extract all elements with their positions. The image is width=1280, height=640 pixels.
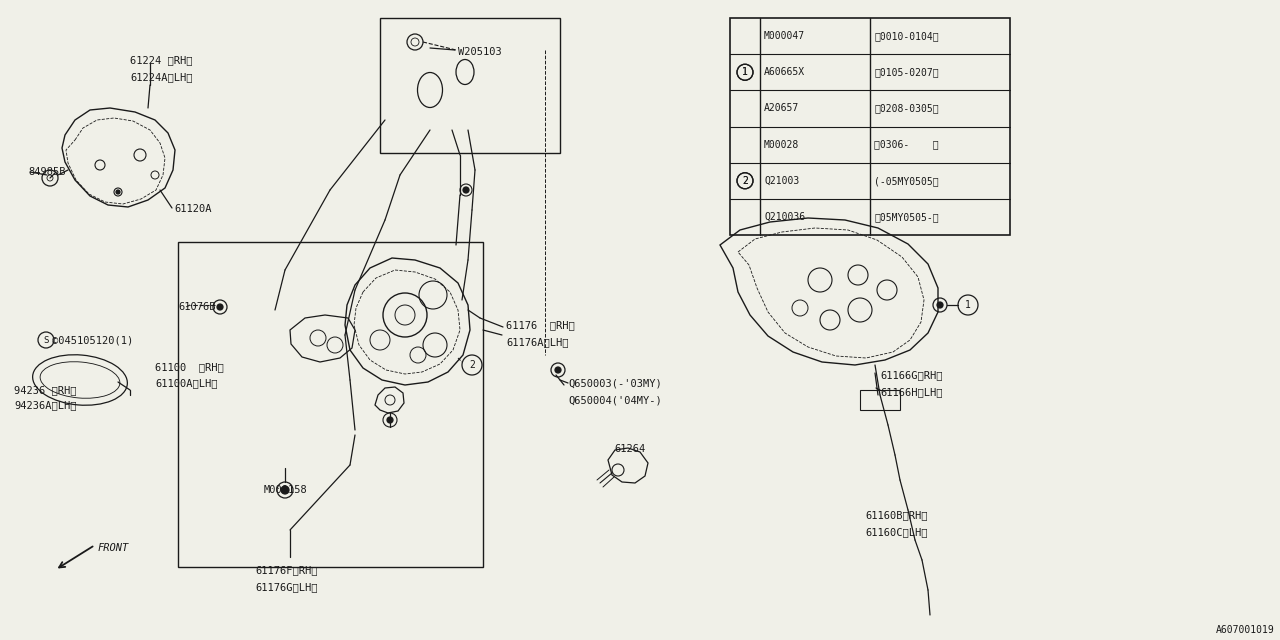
Text: 94236A〈LH〉: 94236A〈LH〉 (14, 400, 77, 410)
Bar (860, 390, 900, 410)
Text: 2: 2 (742, 176, 748, 186)
Text: Q650004('04MY-): Q650004('04MY-) (568, 395, 662, 405)
Text: 61176G〈LH〉: 61176G〈LH〉 (255, 582, 317, 592)
Text: 、0010-0104〉: 、0010-0104〉 (874, 31, 938, 41)
Text: 61264: 61264 (614, 444, 645, 454)
Text: 94236 〈RH〉: 94236 〈RH〉 (14, 385, 77, 395)
Text: 61224A〈LH〉: 61224A〈LH〉 (131, 72, 192, 82)
Circle shape (387, 417, 393, 423)
Text: 2: 2 (468, 360, 475, 370)
Text: 61176  〈RH〉: 61176 〈RH〉 (506, 320, 575, 330)
Text: 84985B: 84985B (28, 167, 65, 177)
Text: Q650003(-'03MY): Q650003(-'03MY) (568, 378, 662, 388)
Text: 61100A〈LH〉: 61100A〈LH〉 (155, 378, 218, 388)
Bar (730, 18, 1010, 235)
Text: 、0306-    〉: 、0306- 〉 (874, 140, 938, 150)
Text: 1: 1 (742, 67, 748, 77)
Text: 61176F〈RH〉: 61176F〈RH〉 (255, 565, 317, 575)
Circle shape (116, 190, 120, 194)
Text: 61166G〈RH〉: 61166G〈RH〉 (881, 370, 942, 380)
Text: M00028: M00028 (764, 140, 799, 150)
Text: M000047: M000047 (764, 31, 805, 41)
Text: Q21003: Q21003 (764, 176, 799, 186)
Text: 61160B〈RH〉: 61160B〈RH〉 (865, 510, 928, 520)
Text: 、0105-0207〉: 、0105-0207〉 (874, 67, 938, 77)
Text: 、0208-0305〉: 、0208-0305〉 (874, 104, 938, 113)
Text: 61120A: 61120A (174, 204, 211, 214)
Circle shape (282, 486, 289, 494)
Text: 1: 1 (965, 300, 972, 310)
Text: A20657: A20657 (764, 104, 799, 113)
Bar (380, 18, 561, 153)
Text: 61224 〈RH〉: 61224 〈RH〉 (131, 55, 192, 65)
Circle shape (218, 304, 223, 310)
Text: FRONT: FRONT (99, 543, 129, 553)
Circle shape (556, 367, 561, 373)
Text: M000158: M000158 (264, 485, 307, 495)
Text: 1: 1 (742, 67, 748, 77)
Text: 61100  〈RH〉: 61100 〈RH〉 (155, 362, 224, 372)
Text: S: S (44, 335, 49, 344)
Text: A60665X: A60665X (764, 67, 805, 77)
Circle shape (463, 187, 468, 193)
Bar (178, 242, 483, 567)
Text: 61166H〈LH〉: 61166H〈LH〉 (881, 387, 942, 397)
Text: (-05MY0505〉: (-05MY0505〉 (874, 176, 938, 186)
Text: ©045105120(1): ©045105120(1) (52, 335, 133, 345)
Text: 61160C〈LH〉: 61160C〈LH〉 (865, 527, 928, 537)
Text: 61176A〈LH〉: 61176A〈LH〉 (506, 337, 568, 347)
Text: 61076B: 61076B (178, 302, 215, 312)
Text: W205103: W205103 (458, 47, 502, 57)
Text: 々05MY0505-〉: 々05MY0505-〉 (874, 212, 938, 222)
Text: 2: 2 (742, 176, 748, 186)
Text: A607001019: A607001019 (1216, 625, 1275, 635)
Text: Q210036: Q210036 (764, 212, 805, 222)
Circle shape (937, 302, 943, 308)
